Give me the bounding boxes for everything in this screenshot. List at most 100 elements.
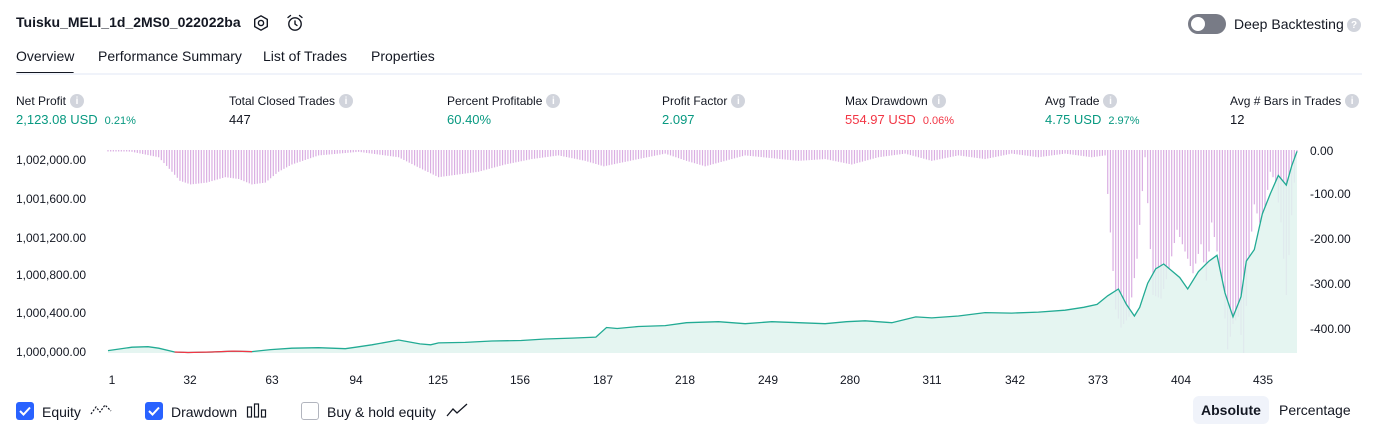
drawdown-bar xyxy=(547,150,549,157)
percentage-scale-button[interactable]: Percentage xyxy=(1279,402,1351,418)
info-icon[interactable]: i xyxy=(1345,94,1360,108)
drawdown-bar xyxy=(1189,150,1191,266)
drawdown-bar xyxy=(147,150,149,156)
tab-properties[interactable]: Properties xyxy=(371,48,435,64)
drawdown-bar xyxy=(1080,150,1082,156)
buy-hold-equity-checkbox[interactable] xyxy=(301,402,319,420)
drawdown-bar xyxy=(392,150,394,157)
drawdown-bar xyxy=(310,150,312,159)
drawdown-bar xyxy=(379,150,381,155)
drawdown-bar xyxy=(685,150,688,161)
drawdown-bar xyxy=(171,150,173,172)
drawdown-bar xyxy=(805,150,808,161)
drawdown-bar xyxy=(520,150,522,162)
drawdown-bar xyxy=(851,150,853,165)
drawdown-bar xyxy=(1176,150,1178,230)
drawdown-bar xyxy=(501,150,504,166)
tab-list-of-trades[interactable]: List of Trades xyxy=(263,48,348,64)
metric-max-drawdown: Max Drawdown i 554.97 USD 0.06% xyxy=(845,93,954,127)
drawdown-bar xyxy=(291,150,293,165)
drawdown-bar xyxy=(1181,150,1183,245)
drawdown-bar xyxy=(1205,150,1207,281)
y-tick-right: -100.00 xyxy=(1310,187,1351,201)
drawdown-bar xyxy=(344,150,346,154)
drawdown-bar xyxy=(819,150,821,160)
info-icon[interactable]: i xyxy=(731,94,746,108)
info-icon[interactable]: i xyxy=(546,94,561,108)
drawdown-bar xyxy=(1109,150,1111,233)
drawdown-bar xyxy=(741,150,744,157)
help-icon[interactable]: ? xyxy=(1347,18,1361,32)
alarm-clock-add-icon[interactable] xyxy=(285,13,305,33)
drawdown-bar xyxy=(174,150,176,175)
drawdown-bar xyxy=(848,150,850,164)
drawdown-bar xyxy=(413,150,416,166)
y-tick-right: 0.00 xyxy=(1310,144,1334,158)
drawdown-bar xyxy=(131,150,133,152)
drawdown-bar xyxy=(965,150,968,157)
equity-checkbox[interactable] xyxy=(16,402,34,420)
drawdown-bar xyxy=(987,150,989,159)
drawdown-checkbox[interactable] xyxy=(145,402,163,420)
drawdown-bar xyxy=(1061,150,1063,154)
drawdown-bar xyxy=(107,150,109,152)
drawdown-bar xyxy=(150,150,152,156)
drawdown-bar xyxy=(469,150,472,173)
drawdown-bar xyxy=(653,150,656,156)
drawdown-bar xyxy=(395,150,397,157)
drawdown-bar xyxy=(803,150,805,161)
info-icon[interactable]: i xyxy=(1103,94,1118,108)
drawdown-bar xyxy=(989,150,992,158)
drawdown-bar xyxy=(901,150,904,154)
drawdown-bar xyxy=(224,150,226,178)
drawdown-bar xyxy=(1069,150,1071,155)
drawdown-bar xyxy=(187,150,189,184)
drawdown-bar xyxy=(142,150,144,154)
drawdown-bar xyxy=(339,150,341,154)
drawdown-bar xyxy=(563,150,565,157)
drawdown-bar xyxy=(1011,150,1013,154)
drawdown-bar xyxy=(683,150,685,160)
drawdown-bar xyxy=(1221,150,1223,288)
drawdown-bar xyxy=(864,150,866,161)
info-icon[interactable]: i xyxy=(70,94,85,108)
deep-backtesting-toggle[interactable] xyxy=(1188,14,1226,34)
info-icon[interactable]: i xyxy=(339,94,354,108)
drawdown-bar xyxy=(280,150,282,171)
metric-value: 12 xyxy=(1230,112,1245,127)
drawdown-bar xyxy=(307,150,309,160)
drawdown-bar xyxy=(656,150,658,156)
drawdown-bar xyxy=(243,150,245,182)
drawdown-bar xyxy=(371,150,373,154)
drawdown-bar xyxy=(904,150,906,154)
drawdown-bar xyxy=(1112,150,1114,271)
info-icon[interactable]: i xyxy=(931,94,946,108)
drawdown-bar xyxy=(477,150,480,172)
drawdown-bar xyxy=(811,150,813,160)
drawdown-bar xyxy=(1075,150,1077,156)
drawdown-bar xyxy=(888,150,890,156)
drawdown-bar xyxy=(283,150,285,169)
drawdown-bar xyxy=(573,150,576,159)
drawdown-bar xyxy=(275,150,277,174)
x-tick: 187 xyxy=(592,373,614,387)
drawdown-bar xyxy=(214,150,216,181)
drawdown-bar xyxy=(755,150,757,157)
metric-percent: 0.06% xyxy=(922,115,955,127)
drawdown-bar xyxy=(552,150,554,157)
drawdown-bar xyxy=(1168,150,1170,270)
drawdown-bar xyxy=(334,150,336,154)
drawdown-bar xyxy=(461,150,464,174)
absolute-scale-button[interactable]: Absolute xyxy=(1193,396,1269,424)
settings-icon[interactable] xyxy=(251,13,271,33)
drawdown-bar xyxy=(752,150,754,157)
y-tick-right: -400.00 xyxy=(1310,322,1351,336)
drawdown-bar xyxy=(248,150,250,184)
tab-performance-summary[interactable]: Performance Summary xyxy=(98,48,242,64)
drawdown-bar xyxy=(728,150,730,160)
drawdown-bar xyxy=(1099,150,1101,157)
drawdown-bar xyxy=(158,150,160,158)
drawdown-bar xyxy=(739,150,741,157)
drawdown-bar xyxy=(861,150,864,162)
